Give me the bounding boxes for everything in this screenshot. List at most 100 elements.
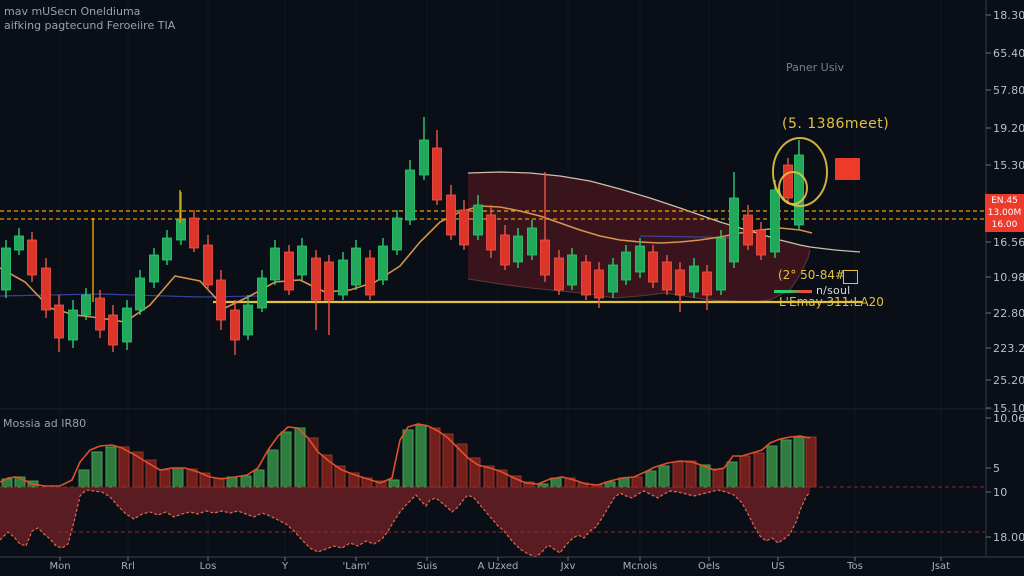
candle-body bbox=[14, 235, 24, 251]
range-annotation[interactable]: (2° 50-84# bbox=[778, 268, 846, 282]
candle-body bbox=[446, 194, 456, 236]
candle-body bbox=[1, 247, 11, 291]
histogram-bar bbox=[118, 446, 130, 488]
time-axis-label: A Uzxed bbox=[477, 561, 519, 572]
candle-body bbox=[270, 247, 280, 281]
histogram-bar bbox=[793, 436, 805, 488]
candle-body bbox=[351, 247, 361, 286]
price-axis-label: 65.400 bbox=[993, 47, 1024, 60]
histogram-bar bbox=[78, 469, 90, 488]
signal-label: n/soul bbox=[816, 284, 851, 297]
time-axis-label: Suis bbox=[416, 561, 438, 572]
price-axis-label: 19.200 bbox=[993, 122, 1024, 135]
time-axis-label: Oels bbox=[697, 561, 721, 572]
histogram-bar bbox=[172, 467, 184, 488]
histogram-bar bbox=[699, 464, 711, 488]
indicator-title[interactable]: Mossia ad IR80 bbox=[3, 417, 87, 430]
candle-body bbox=[95, 297, 105, 331]
histogram-bar bbox=[645, 470, 657, 488]
candle-body bbox=[648, 251, 658, 283]
price-axis-label: 18.00 bbox=[993, 531, 1024, 544]
histogram-bar bbox=[294, 427, 306, 488]
price-axis-label: 15.100 bbox=[993, 402, 1024, 415]
candle-body bbox=[311, 257, 321, 301]
histogram-bar bbox=[805, 436, 817, 488]
candle-body bbox=[257, 277, 267, 309]
candle-body bbox=[81, 294, 91, 316]
histogram-bar bbox=[739, 455, 751, 488]
candle-body bbox=[27, 239, 37, 276]
histogram-bar bbox=[105, 446, 117, 488]
candle-body bbox=[122, 307, 132, 343]
histogram-bar bbox=[415, 424, 427, 488]
drawn-ellipse bbox=[778, 171, 808, 205]
candle-body bbox=[621, 251, 631, 281]
candle-body bbox=[54, 304, 64, 339]
price-axis-label: 18.300 bbox=[993, 9, 1024, 22]
candle-body bbox=[554, 257, 564, 291]
oscillator-envelope-line bbox=[0, 423, 811, 487]
candle-body bbox=[594, 269, 604, 299]
candle-body bbox=[419, 139, 429, 176]
target-annotation[interactable]: (5. 1386meet) bbox=[782, 116, 890, 132]
histogram-bar bbox=[159, 469, 171, 488]
candle-body bbox=[176, 219, 186, 241]
histogram-bar bbox=[685, 460, 697, 488]
price-axis-label: 223.20 bbox=[993, 342, 1024, 355]
candle-body bbox=[689, 265, 699, 293]
candle-body bbox=[230, 309, 240, 341]
candle-body bbox=[473, 204, 483, 236]
price-tag-line: 13.00M bbox=[987, 208, 1022, 218]
drawn-ellipse bbox=[772, 137, 828, 207]
candle-body bbox=[770, 189, 780, 253]
histogram-bar bbox=[496, 469, 508, 488]
symbol-legend-line2[interactable]: aifking pagtecund Feroeiire TIA bbox=[4, 19, 176, 32]
histogram-bar bbox=[726, 461, 738, 488]
annotation-box-icon[interactable] bbox=[843, 270, 858, 284]
candle-body bbox=[702, 271, 712, 296]
candle-body bbox=[365, 257, 375, 296]
candle-body bbox=[392, 217, 402, 251]
price-axis-label: 16.560 bbox=[993, 236, 1024, 249]
oscillator-below-edge bbox=[0, 489, 811, 558]
histogram-bar bbox=[388, 479, 400, 488]
histogram-bar bbox=[132, 451, 144, 488]
candle-body bbox=[794, 154, 804, 226]
price-axis-label: 10 bbox=[993, 486, 1008, 499]
time-axis-label: Tos bbox=[847, 561, 863, 572]
entry-annotation[interactable]: L'Emay 311:LA20 bbox=[779, 295, 884, 309]
time-axis-label: 'Lam' bbox=[342, 561, 370, 572]
symbol-legend-line1[interactable]: mav mUSecn Oneldiuma bbox=[4, 5, 141, 18]
trend-gradient-icon bbox=[774, 290, 812, 293]
histogram-bar bbox=[240, 475, 252, 488]
candle-body bbox=[405, 169, 415, 221]
candle-body bbox=[783, 164, 793, 199]
candle-body bbox=[203, 244, 213, 286]
histogram-bar bbox=[253, 469, 265, 488]
candle-body bbox=[108, 314, 118, 346]
candle-body bbox=[635, 245, 645, 273]
histogram-bar bbox=[469, 457, 481, 488]
candle-body bbox=[608, 264, 618, 293]
candle-body bbox=[743, 214, 753, 246]
time-axis-label: Mcnois bbox=[622, 561, 658, 572]
candle-body bbox=[567, 254, 577, 286]
candle-body bbox=[189, 217, 199, 249]
stop-marker-box bbox=[835, 158, 860, 180]
candle-body bbox=[135, 277, 145, 311]
candle-body bbox=[324, 261, 334, 301]
histogram-bar bbox=[91, 451, 103, 488]
cloud-top-line bbox=[467, 171, 861, 253]
time-axis-label: Jxv bbox=[560, 561, 576, 572]
last-price-tag: EN.45 13.00M 16.00 bbox=[985, 194, 1024, 232]
histogram-bar bbox=[307, 437, 319, 488]
cloud-bottom-line bbox=[467, 249, 811, 303]
oscillator-below-area bbox=[0, 487, 810, 557]
histogram-bar bbox=[780, 439, 792, 488]
candle-body bbox=[149, 254, 159, 283]
histogram-bar bbox=[712, 468, 724, 488]
candle-body bbox=[527, 227, 537, 256]
price-axis-label: 10.06 bbox=[993, 412, 1024, 425]
